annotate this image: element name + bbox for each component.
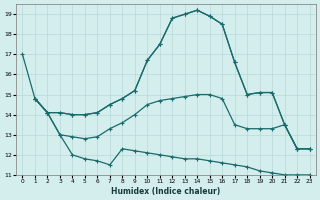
X-axis label: Humidex (Indice chaleur): Humidex (Indice chaleur) [111,187,221,196]
